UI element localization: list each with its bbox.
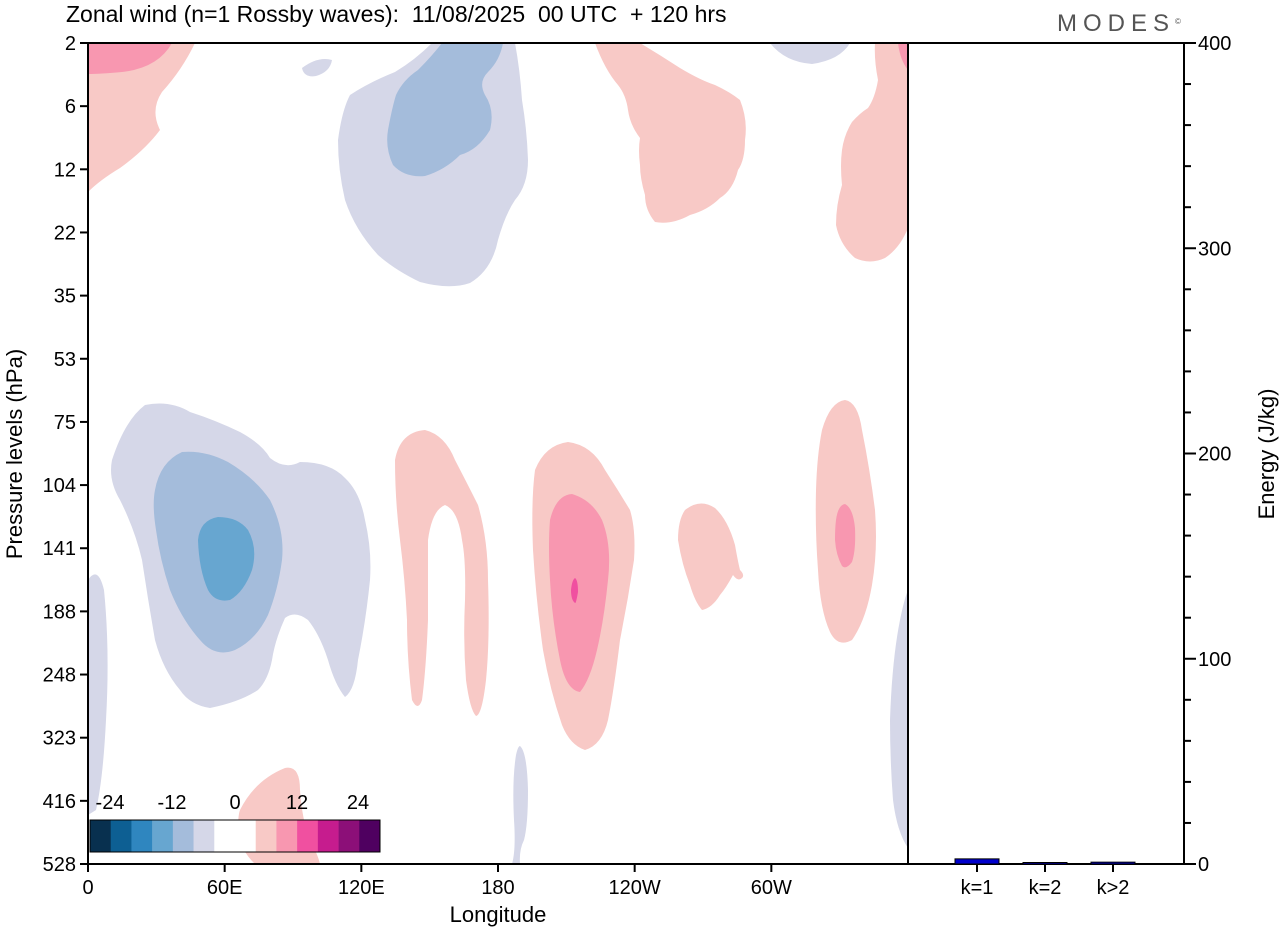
- y-tick-label: 12: [54, 159, 76, 181]
- contour-pos-upper-mid: [595, 43, 746, 223]
- contour-neg-upper-inner: [387, 43, 503, 177]
- contour-neg-upper-small: [302, 59, 332, 77]
- contour-pos-upper-right: [836, 43, 908, 262]
- colorbar-swatch: [152, 820, 174, 852]
- brand-text: MODES: [1057, 10, 1176, 37]
- energy-bars: [954, 858, 1136, 865]
- y-tick-label: 53: [54, 349, 76, 371]
- colorbar-label: -12: [158, 792, 187, 814]
- colorbar-swatch: [317, 820, 339, 852]
- y-tick-label: 528: [43, 854, 76, 876]
- y-tick-label: 75: [54, 412, 76, 434]
- y-tick-label: 6: [65, 96, 76, 118]
- colorbar: [89, 819, 381, 853]
- contour-pos-upper-left-inner: [88, 43, 172, 74]
- contour-pos-upper-left: [88, 43, 195, 192]
- chart-title: Zonal wind (n=1 Rossby waves): 11/08/202…: [66, 1, 727, 27]
- contour-field: [88, 43, 908, 864]
- colorbar-swatch: [172, 820, 194, 852]
- x-axis-title: Longitude: [450, 902, 547, 927]
- energy-bar-1: [954, 858, 1000, 865]
- colorbar-swatch: [214, 820, 236, 852]
- energy-tick-label: 200: [1198, 444, 1231, 466]
- y-tick-label: 35: [54, 286, 76, 308]
- energy-bar-labels: k=1 k=2 k>2: [961, 864, 1130, 899]
- contour-pos-mid-3: [678, 503, 744, 610]
- bar-category-label: k>2: [1097, 877, 1130, 899]
- contour-neg-top-right: [770, 43, 850, 64]
- colorbar-label: 0: [229, 792, 240, 814]
- colorbar-swatch: [359, 820, 381, 852]
- y-tick-label: 248: [43, 665, 76, 687]
- y-tick-label: 22: [54, 222, 76, 244]
- contour-pos-mid-2-inner: [549, 494, 610, 692]
- x-tick-label: 0: [82, 877, 93, 899]
- colorbar-labels: -24 -12 0 12 24: [96, 792, 370, 814]
- y-axis-title-left: Pressure levels (hPa): [2, 349, 27, 559]
- contour-neg-right-edge: [890, 590, 908, 848]
- energy-tick-label: 400: [1198, 33, 1231, 55]
- colorbar-swatch: [297, 820, 319, 852]
- y-tick-label: 323: [43, 728, 76, 750]
- y-tick-label: 141: [43, 538, 76, 560]
- energy-bar-2: [1022, 862, 1068, 865]
- colorbar-swatch: [193, 820, 215, 852]
- contour-neg-mid-core: [198, 517, 255, 601]
- colorbar-swatch: [131, 820, 153, 852]
- y-tick-label: 2: [65, 33, 76, 55]
- colorbar-swatch: [110, 820, 132, 852]
- x-tick-label: 60W: [751, 877, 792, 899]
- y-axis-pressure: 2 6 12 22 35 53 75 104 141 188 248 323 416 528: [43, 33, 88, 876]
- y-axis-energy: 0 100 200 300 400: [1184, 33, 1231, 876]
- x-axis-longitude: 0 60E 120E 180 120W 60W: [82, 864, 792, 899]
- energy-tick-label: 300: [1198, 238, 1231, 260]
- y-tick-label: 416: [43, 791, 76, 813]
- colorbar-label: 12: [286, 792, 308, 814]
- bar-category-label: k=1: [961, 877, 994, 899]
- bar-plot-frame: [907, 42, 1185, 865]
- contour-neg-bottom-sliver: [512, 746, 528, 864]
- colorbar-swatch: [235, 820, 257, 852]
- energy-bar-3: [1090, 861, 1136, 865]
- y-axis-title-right: Energy (J/kg): [1254, 389, 1279, 520]
- colorbar-label: -24: [96, 792, 125, 814]
- contour-pos-mid-2-core: [571, 578, 578, 604]
- colorbar-label: 24: [347, 792, 369, 814]
- colorbar-swatch: [90, 820, 112, 852]
- contour-pos-mid-4-inner: [835, 504, 856, 568]
- colorbar-swatch: [255, 820, 277, 852]
- contour-pos-mid-1: [395, 430, 489, 716]
- x-tick-label: 120W: [609, 877, 661, 899]
- x-tick-label: 180: [481, 877, 514, 899]
- bar-category-label: k=2: [1029, 877, 1062, 899]
- brand-logo: MODES©: [1057, 10, 1181, 38]
- x-tick-label: 120E: [338, 877, 385, 899]
- y-tick-label: 188: [43, 601, 76, 623]
- brand-mark: ©: [1175, 17, 1181, 26]
- energy-tick-label: 0: [1198, 854, 1209, 876]
- y-tick-label: 104: [43, 475, 76, 497]
- colorbar-swatch: [338, 820, 360, 852]
- x-tick-label: 60E: [207, 877, 243, 899]
- contour-neg-left-edge: [88, 574, 108, 815]
- energy-tick-label: 100: [1198, 649, 1231, 671]
- contour-pos-upper-right-inner: [898, 43, 908, 70]
- colorbar-swatch: [276, 820, 298, 852]
- colorbar-frame: [89, 819, 381, 853]
